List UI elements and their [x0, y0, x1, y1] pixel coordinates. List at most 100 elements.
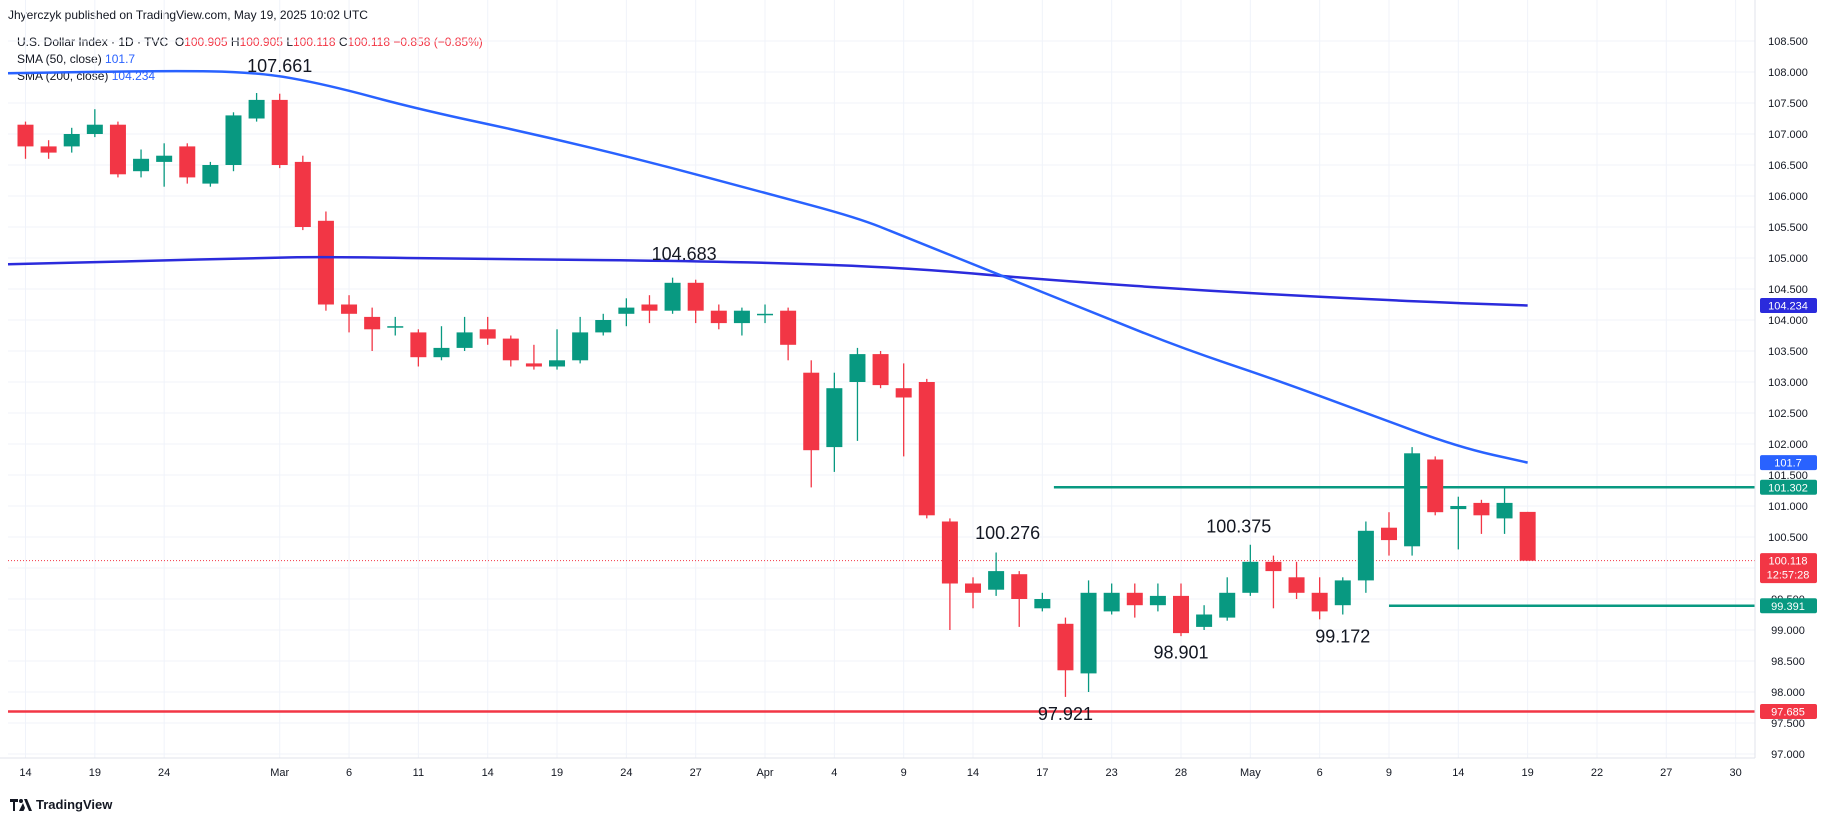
candle-12 — [294, 155, 311, 231]
candle-body — [341, 304, 358, 314]
low-value: 100.118 — [293, 35, 336, 49]
candle-17 — [410, 329, 427, 367]
candle-34 — [803, 360, 820, 488]
time-tick-label: 14 — [19, 767, 31, 779]
candle-body — [364, 316, 381, 330]
symbol-name[interactable]: U.S. Dollar Index · 1D · TVC — [17, 35, 169, 49]
time-tick-label: 14 — [967, 767, 979, 779]
candle-body — [109, 124, 126, 175]
candle-body — [641, 304, 658, 311]
price-badge-3: 100.118 12:57:28 — [1760, 553, 1817, 584]
candle-body — [549, 360, 566, 367]
candle-body — [780, 310, 797, 345]
candle-15 — [364, 307, 381, 351]
candle-body — [1080, 592, 1097, 674]
candle-18 — [433, 326, 450, 361]
candle-body — [1011, 574, 1028, 599]
time-tick-label: 23 — [1106, 767, 1118, 779]
candle-body — [317, 220, 334, 305]
brand-name: TradingView — [36, 797, 113, 812]
candle-48 — [1126, 583, 1143, 618]
candle-14 — [341, 295, 358, 333]
ohlc-row: U.S. Dollar Index · 1D · TVC O100.905 H1… — [17, 34, 483, 51]
candle-25 — [595, 313, 612, 336]
price-tick-label: 105.000 — [1768, 253, 1808, 265]
candle-42 — [988, 552, 1005, 596]
sma50-row[interactable]: SMA (50, close) 101.7 — [17, 51, 483, 68]
candle-body — [687, 282, 704, 311]
price-tick-label: 100.500 — [1768, 532, 1808, 544]
candle-62 — [1450, 496, 1467, 550]
publisher-line: Jhyerczyk published on TradingView.com, … — [8, 8, 368, 22]
time-tick-label: 27 — [1660, 767, 1672, 779]
candle-body — [433, 347, 450, 358]
candle-body — [86, 124, 103, 134]
time-tick-label: 4 — [831, 767, 837, 779]
candle-7 — [179, 143, 196, 184]
candle-body — [733, 310, 750, 324]
candle-50 — [1173, 583, 1189, 637]
price-badge-label: 104.234 — [1768, 300, 1808, 312]
candle-body — [895, 388, 912, 398]
price-tick-label: 104.000 — [1768, 315, 1808, 327]
price-axis[interactable]: 97.00097.50098.00098.50099.00099.500100.… — [1754, 0, 1808, 761]
annotation-1: 104.683 — [652, 244, 717, 264]
time-tick-label: 24 — [158, 767, 170, 779]
candle-24 — [572, 316, 589, 364]
brand[interactable]: TradingView — [10, 797, 112, 812]
tradingview-logo-icon — [10, 798, 32, 811]
candle-16 — [387, 316, 404, 336]
price-badge-bg — [1760, 704, 1817, 720]
candle-60 — [1404, 447, 1421, 556]
candle-6 — [156, 143, 173, 187]
candle-body — [202, 165, 219, 184]
candle-body — [456, 332, 473, 348]
candle-body — [248, 99, 265, 119]
sma50-line[interactable] — [7, 69, 1528, 464]
candle-29 — [687, 279, 704, 324]
price-badge-bg — [1760, 553, 1817, 584]
candle-body — [502, 338, 519, 361]
candle-body — [1288, 577, 1305, 593]
price-tick-label: 106.000 — [1768, 191, 1808, 203]
candle-13 — [317, 211, 334, 311]
sma50-label: SMA (50, close) — [17, 52, 102, 66]
candle-body — [17, 124, 34, 147]
candle-43 — [1011, 571, 1028, 627]
candle-body — [479, 329, 496, 339]
price-badge-2: 101.302 — [1760, 479, 1817, 495]
price-tick-label: 107.000 — [1768, 129, 1808, 141]
price-tick-label: 103.000 — [1768, 377, 1808, 389]
candle-23 — [549, 329, 566, 370]
candle-49 — [1149, 583, 1166, 612]
time-tick-label: 24 — [620, 767, 632, 779]
candle-35 — [826, 372, 843, 472]
candle-body — [1380, 527, 1397, 541]
time-tick-label: 17 — [1036, 767, 1048, 779]
candle-body — [595, 320, 612, 333]
price-badge-bg — [1760, 297, 1817, 313]
time-axis[interactable]: 14 19 24 Mar 6 11 14 19 24 27 Apr 4 9 14 17 23 28 May 6 9 14… — [0, 757, 1755, 779]
price-tick-label: 102.000 — [1768, 439, 1808, 451]
candle-4 — [109, 121, 126, 178]
candle-40 — [941, 518, 958, 630]
time-tick-label: 19 — [1522, 767, 1534, 779]
candle-46 — [1080, 580, 1097, 692]
annotation-5: 99.172 — [1315, 626, 1370, 646]
sma200-line[interactable] — [7, 255, 1528, 307]
candle-52 — [1219, 577, 1236, 621]
price-tick-label: 103.500 — [1768, 346, 1808, 358]
candle-47 — [1103, 583, 1120, 615]
candle-body — [1496, 502, 1513, 519]
close-value: 100.118 — [347, 35, 391, 49]
candle-63 — [1473, 499, 1490, 534]
candle-body — [826, 388, 843, 448]
high-label: H — [230, 35, 240, 49]
price-badges: 104.234 101.7 101.302 100.118 12:57:28 99.391… — [1760, 297, 1817, 720]
price-badge-label: 99.391 — [1771, 601, 1805, 613]
candle-body — [710, 310, 727, 324]
open-label: O — [174, 35, 185, 49]
annotation-3: 100.375 — [1206, 517, 1271, 537]
price-badge-label: 101.7 — [1774, 458, 1802, 470]
